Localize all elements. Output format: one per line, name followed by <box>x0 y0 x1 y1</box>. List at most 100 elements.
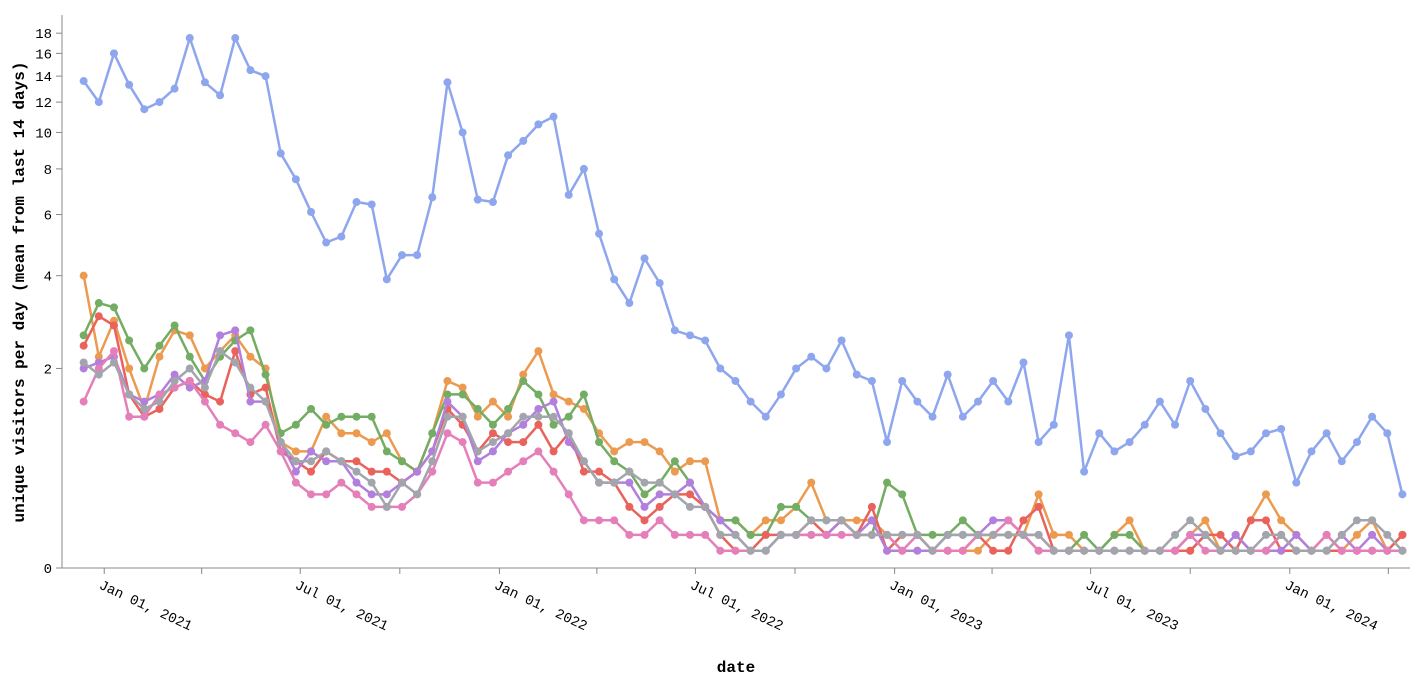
data-point <box>140 364 149 373</box>
data-point <box>79 77 88 86</box>
data-point <box>246 383 255 392</box>
data-point <box>109 49 118 58</box>
data-point <box>610 478 619 487</box>
data-point <box>322 447 331 456</box>
data-point <box>155 341 164 350</box>
data-point <box>898 546 907 555</box>
data-point <box>625 502 634 511</box>
data-point <box>595 438 604 447</box>
data-point <box>443 397 452 406</box>
data-point <box>837 336 846 345</box>
data-point <box>382 490 391 499</box>
data-point <box>761 530 770 539</box>
data-point <box>579 516 588 525</box>
data-point <box>1095 546 1104 555</box>
data-point <box>397 457 406 466</box>
data-point <box>943 530 952 539</box>
data-point <box>1034 530 1043 539</box>
data-point <box>397 478 406 487</box>
data-point <box>1155 397 1164 406</box>
data-point <box>261 383 270 392</box>
data-point <box>519 438 528 447</box>
data-point <box>291 420 300 429</box>
data-point <box>670 457 679 466</box>
data-point <box>140 404 149 413</box>
data-point <box>716 364 725 373</box>
data-point <box>307 457 316 466</box>
data-point <box>352 412 361 421</box>
data-point <box>943 370 952 379</box>
data-point <box>701 336 710 345</box>
data-point <box>1186 516 1195 525</box>
data-point <box>1261 429 1270 438</box>
data-point <box>231 34 240 43</box>
series <box>79 347 1407 555</box>
data-point <box>534 120 543 129</box>
data-point <box>898 376 907 385</box>
data-point <box>716 516 725 525</box>
data-point <box>367 412 376 421</box>
data-point <box>564 412 573 421</box>
data-point <box>973 546 982 555</box>
data-point <box>989 516 998 525</box>
data-point <box>761 412 770 421</box>
data-point <box>1277 546 1286 555</box>
data-point <box>458 438 467 447</box>
y-tick-label: 6 <box>44 209 52 225</box>
data-point <box>610 457 619 466</box>
data-point <box>1049 420 1058 429</box>
data-point <box>473 478 482 487</box>
data-point <box>1004 530 1013 539</box>
data-point <box>1080 467 1089 476</box>
data-point <box>1322 546 1331 555</box>
data-point <box>564 490 573 499</box>
data-point <box>428 457 437 466</box>
data-point <box>504 429 513 438</box>
data-point <box>685 490 694 499</box>
data-point <box>231 326 240 335</box>
data-point <box>822 530 831 539</box>
data-point <box>989 546 998 555</box>
data-point <box>685 331 694 340</box>
data-point <box>155 352 164 361</box>
data-point <box>291 467 300 476</box>
data-point <box>595 229 604 238</box>
data-point <box>94 98 103 107</box>
data-point <box>701 457 710 466</box>
data-point <box>867 376 876 385</box>
data-point <box>291 175 300 184</box>
data-point <box>504 412 513 421</box>
data-point <box>382 429 391 438</box>
data-point <box>852 370 861 379</box>
data-point <box>1034 546 1043 555</box>
data-point <box>488 420 497 429</box>
data-point <box>519 376 528 385</box>
data-point <box>822 516 831 525</box>
y-tick-label: 12 <box>35 96 52 112</box>
data-point <box>625 478 634 487</box>
data-point <box>685 478 694 487</box>
data-point <box>428 467 437 476</box>
data-point <box>488 478 497 487</box>
data-point <box>1140 420 1149 429</box>
data-point <box>534 390 543 399</box>
series-line <box>82 301 1404 552</box>
data-point <box>1201 516 1210 525</box>
data-point <box>367 467 376 476</box>
x-tick-label: Jan 01, 2021 <box>96 578 194 635</box>
data-point <box>413 251 422 260</box>
data-point <box>322 457 331 466</box>
data-point <box>640 530 649 539</box>
data-point <box>1216 546 1225 555</box>
data-point <box>731 376 740 385</box>
data-point <box>185 376 194 385</box>
data-point <box>549 390 558 399</box>
data-point <box>443 429 452 438</box>
data-point <box>458 412 467 421</box>
y-tick-label: 4 <box>44 270 52 286</box>
data-point <box>1110 530 1119 539</box>
data-point <box>261 72 270 81</box>
data-point <box>625 438 634 447</box>
data-point <box>443 78 452 87</box>
data-point <box>185 352 194 361</box>
